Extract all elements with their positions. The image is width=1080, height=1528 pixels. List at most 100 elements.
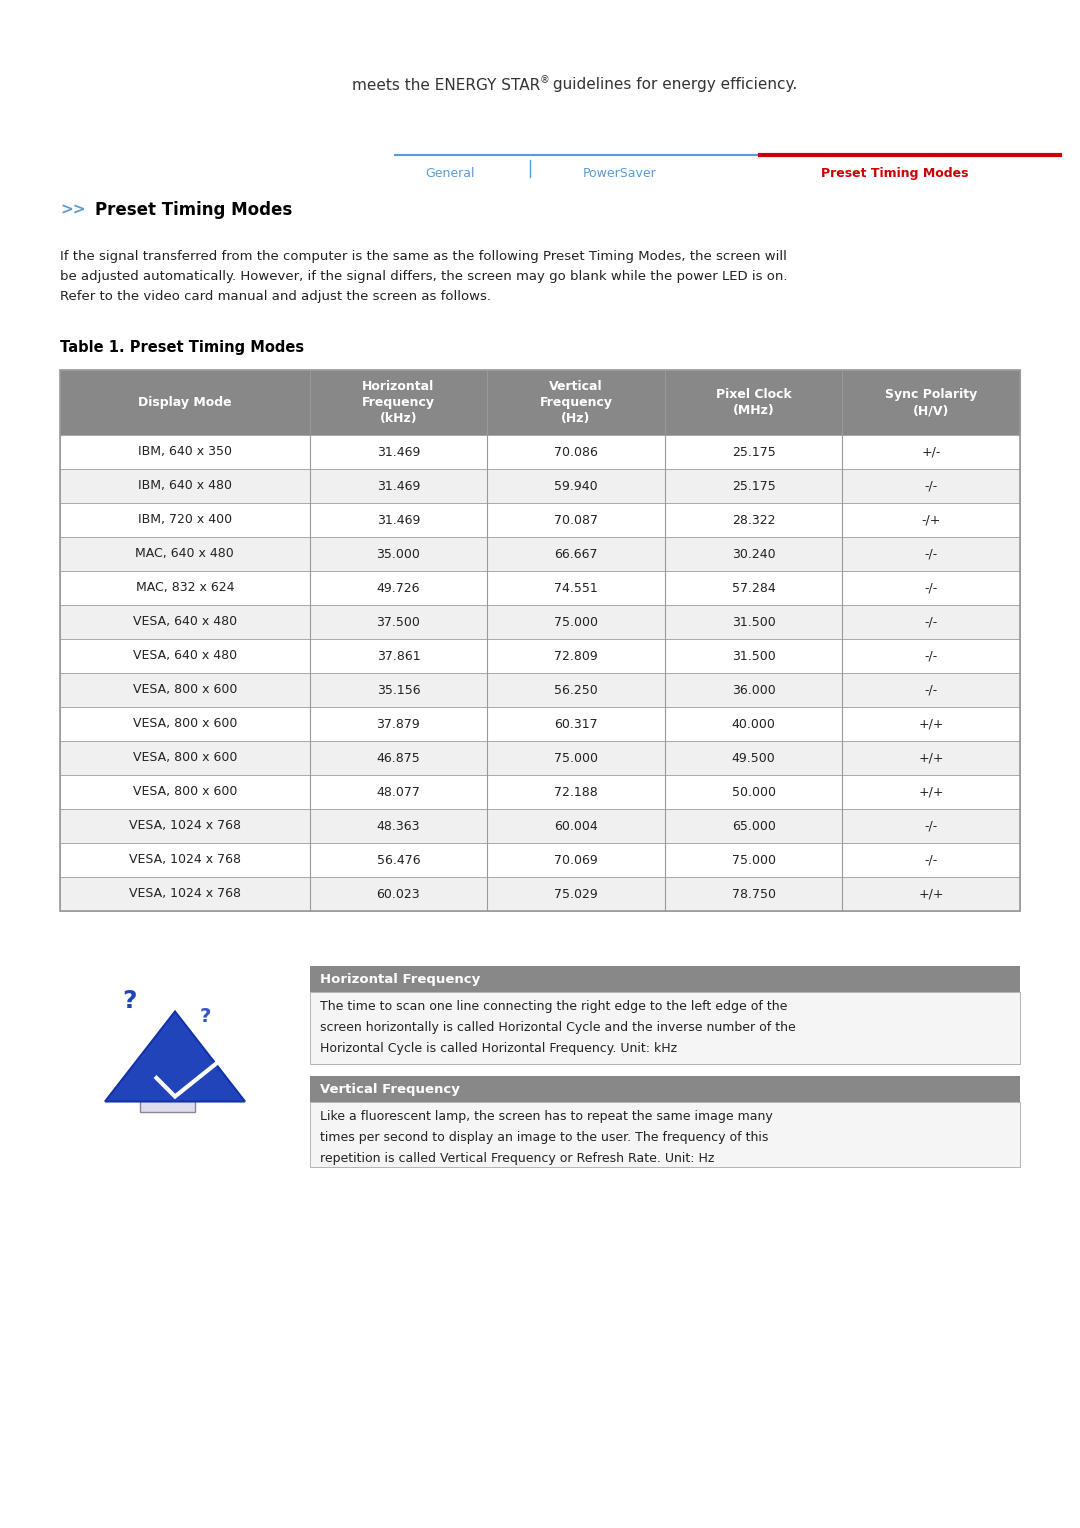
- Text: MAC, 832 x 624: MAC, 832 x 624: [136, 582, 234, 594]
- Text: Horizontal Cycle is called Horizontal Frequency. Unit: kHz: Horizontal Cycle is called Horizontal Fr…: [320, 1042, 677, 1054]
- Text: 70.086: 70.086: [554, 446, 598, 458]
- Bar: [60, 639, 1020, 672]
- Text: 28.322: 28.322: [732, 513, 775, 527]
- Text: Vertical
Frequency
(Hz): Vertical Frequency (Hz): [540, 380, 612, 425]
- Bar: [60, 672, 1020, 707]
- Text: +/+: +/+: [918, 888, 944, 900]
- Bar: [140, 1077, 195, 1111]
- Text: -/-: -/-: [924, 547, 937, 561]
- Bar: [310, 966, 1020, 992]
- Text: 37.879: 37.879: [377, 718, 420, 730]
- Polygon shape: [105, 1012, 245, 1102]
- Text: IBM, 720 x 400: IBM, 720 x 400: [138, 513, 232, 527]
- Text: -/-: -/-: [924, 480, 937, 492]
- Text: -/-: -/-: [924, 582, 937, 594]
- Text: 30.240: 30.240: [732, 547, 775, 561]
- Text: 56.476: 56.476: [377, 854, 420, 866]
- Bar: [60, 571, 1020, 605]
- Text: ?: ?: [200, 1007, 211, 1025]
- Text: 50.000: 50.000: [731, 785, 775, 799]
- Text: VESA, 1024 x 768: VESA, 1024 x 768: [129, 888, 241, 900]
- Bar: [60, 435, 1020, 469]
- Text: 48.363: 48.363: [377, 819, 420, 833]
- Text: 59.940: 59.940: [554, 480, 598, 492]
- Bar: [60, 536, 1020, 571]
- Text: +/-: +/-: [921, 446, 941, 458]
- Text: 25.175: 25.175: [732, 480, 775, 492]
- Text: 56.250: 56.250: [554, 683, 598, 697]
- Text: 70.087: 70.087: [554, 513, 598, 527]
- Text: If the signal transferred from the computer is the same as the following Preset : If the signal transferred from the compu…: [60, 251, 787, 263]
- Text: 31.469: 31.469: [377, 480, 420, 492]
- Text: -/+: -/+: [921, 513, 941, 527]
- Bar: [60, 843, 1020, 877]
- Text: General: General: [426, 167, 475, 180]
- Text: VESA, 800 x 600: VESA, 800 x 600: [133, 683, 237, 697]
- Text: ®: ®: [540, 75, 550, 86]
- Text: +/+: +/+: [918, 752, 944, 764]
- Text: 49.500: 49.500: [732, 752, 775, 764]
- Text: 48.077: 48.077: [377, 785, 420, 799]
- Text: Preset Timing Modes: Preset Timing Modes: [95, 202, 293, 219]
- Text: 60.023: 60.023: [377, 888, 420, 900]
- Text: Preset Timing Modes: Preset Timing Modes: [821, 167, 969, 180]
- Text: MAC, 640 x 480: MAC, 640 x 480: [135, 547, 234, 561]
- Bar: [310, 1102, 1020, 1167]
- Bar: [60, 741, 1020, 775]
- Text: Sync Polarity
(H/V): Sync Polarity (H/V): [886, 388, 977, 417]
- Text: 37.500: 37.500: [377, 616, 420, 628]
- Text: >>: >>: [60, 203, 85, 217]
- Text: 70.069: 70.069: [554, 854, 598, 866]
- Text: 78.750: 78.750: [731, 888, 775, 900]
- Text: VESA, 640 x 480: VESA, 640 x 480: [133, 649, 237, 663]
- Text: 35.156: 35.156: [377, 683, 420, 697]
- Text: Horizontal Frequency: Horizontal Frequency: [320, 972, 481, 986]
- Text: 57.284: 57.284: [732, 582, 775, 594]
- Text: screen horizontally is called Horizontal Cycle and the inverse number of the: screen horizontally is called Horizontal…: [320, 1021, 796, 1034]
- Text: Refer to the video card manual and adjust the screen as follows.: Refer to the video card manual and adjus…: [60, 290, 491, 303]
- Text: -/-: -/-: [924, 683, 937, 697]
- Text: 49.726: 49.726: [377, 582, 420, 594]
- Text: 25.175: 25.175: [732, 446, 775, 458]
- Text: PowerSaver: PowerSaver: [583, 167, 657, 180]
- Text: VESA, 800 x 600: VESA, 800 x 600: [133, 785, 237, 799]
- Text: IBM, 640 x 480: IBM, 640 x 480: [138, 480, 232, 492]
- Text: 65.000: 65.000: [731, 819, 775, 833]
- Text: VESA, 1024 x 768: VESA, 1024 x 768: [129, 854, 241, 866]
- Bar: [310, 992, 1020, 1063]
- Text: 72.809: 72.809: [554, 649, 598, 663]
- Text: Display Mode: Display Mode: [138, 396, 231, 410]
- Text: 66.667: 66.667: [554, 547, 597, 561]
- Text: 31.500: 31.500: [732, 649, 775, 663]
- Text: 74.551: 74.551: [554, 582, 598, 594]
- Bar: [60, 775, 1020, 808]
- Bar: [310, 1076, 1020, 1102]
- Text: IBM, 640 x 350: IBM, 640 x 350: [138, 446, 232, 458]
- Text: 46.875: 46.875: [377, 752, 420, 764]
- Text: 31.500: 31.500: [732, 616, 775, 628]
- Bar: [60, 808, 1020, 843]
- Text: 75.000: 75.000: [554, 752, 598, 764]
- Text: VESA, 1024 x 768: VESA, 1024 x 768: [129, 819, 241, 833]
- Text: 31.469: 31.469: [377, 513, 420, 527]
- Bar: [60, 469, 1020, 503]
- Text: be adjusted automatically. However, if the signal differs, the screen may go bla: be adjusted automatically. However, if t…: [60, 270, 787, 283]
- Text: meets the ENERGY STAR: meets the ENERGY STAR: [352, 78, 540, 93]
- Text: 37.861: 37.861: [377, 649, 420, 663]
- Text: Horizontal
Frequency
(kHz): Horizontal Frequency (kHz): [362, 380, 435, 425]
- Text: -/-: -/-: [924, 854, 937, 866]
- Text: times per second to display an image to the user. The frequency of this: times per second to display an image to …: [320, 1131, 768, 1144]
- Text: Vertical Frequency: Vertical Frequency: [320, 1082, 460, 1096]
- Text: +/+: +/+: [918, 718, 944, 730]
- Text: 72.188: 72.188: [554, 785, 598, 799]
- Text: The time to scan one line connecting the right edge to the left edge of the: The time to scan one line connecting the…: [320, 999, 787, 1013]
- Text: repetition is called Vertical Frequency or Refresh Rate. Unit: Hz: repetition is called Vertical Frequency …: [320, 1152, 714, 1164]
- Text: Pixel Clock
(MHz): Pixel Clock (MHz): [716, 388, 792, 417]
- Text: VESA, 800 x 600: VESA, 800 x 600: [133, 718, 237, 730]
- Bar: [60, 877, 1020, 911]
- Text: 40.000: 40.000: [731, 718, 775, 730]
- Text: VESA, 800 x 600: VESA, 800 x 600: [133, 752, 237, 764]
- Text: 75.029: 75.029: [554, 888, 598, 900]
- Bar: [60, 370, 1020, 911]
- Text: +/+: +/+: [918, 785, 944, 799]
